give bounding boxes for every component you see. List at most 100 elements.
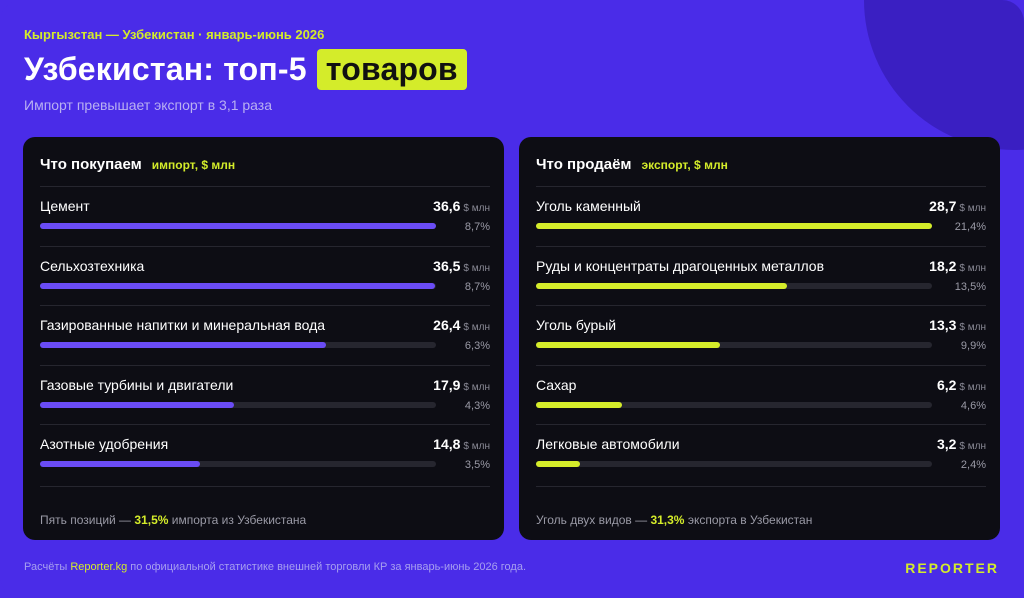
bar-value-group: 17,9 $ млн [433,377,490,393]
bar [40,282,435,289]
exports-row: Уголь каменный 28,7 $ млн 21,4% [536,187,986,246]
bar-unit-label: $ млн [463,441,490,452]
exports-row: Руды и концентраты драгоценных металлов 1… [536,247,986,306]
bar-track [536,342,932,348]
imports-row: Цемент 36,6 $ млн 8,7% [40,187,490,246]
imports-row-divider [40,245,490,247]
source-brand: Reporter.kg [70,561,128,573]
bar-value-label: 3,2 [936,436,957,452]
bar-track [536,282,932,289]
bar-value-group: 6,2 $ млн [937,377,986,393]
bar-track [40,282,436,289]
bar-track [40,461,436,467]
bar-share-label: 9,9% [960,340,986,352]
bar-value-group: 36,6 $ млн [433,198,490,214]
bar-value-label: 28,7 [929,198,957,214]
exports-row: Уголь бурый 13,3 $ млн 9,9% [536,306,986,365]
bar-value-label: 18,2 [929,257,957,274]
decorative-circle [864,0,1024,150]
bar-track [536,461,932,467]
bar-category-label: Руды и концентраты драгоценных металлов [536,257,825,274]
bar-unit-label: $ млн [959,203,986,214]
kicker: Кыргызстан — Узбекистан · январь-июнь 20… [24,27,325,42]
bar [536,401,622,408]
bar-category-label: Уголь каменный [536,198,641,214]
bar-share-label: 8,7% [464,280,490,293]
bar-value-label: 6,2 [936,376,957,393]
imports-subtitle: импорт, $ млн [151,158,236,172]
bar-unit-label: $ млн [959,381,986,393]
bar [536,342,720,348]
imports-row: Азотные удобрения 14,8 $ млн 3,5% [40,425,490,484]
bar-share-label: 8,7% [464,221,490,233]
imports-panel-header: Что покупаем импорт, $ млн [40,156,235,173]
bar-share-label: 6,3% [464,340,490,352]
bar-share-label: 2,4% [960,459,986,471]
imports-footer-highlight: 31,5% [134,513,169,527]
title-highlight: товаров [316,48,467,90]
imports-footer-tail: импорта из Узбекистана [168,513,307,527]
imports-footer-text: Пять позиций — [40,513,135,527]
bar-value-label: 17,9 [433,376,461,393]
bar [40,223,436,229]
imports-row-divider [40,186,490,187]
bar-track [536,401,932,408]
page-subtitle: Импорт превышает экспорт в 3,1 раза [24,97,273,113]
imports-footer: Пять позиций — 31,5% импорта из Узбекист… [40,513,306,527]
bar-unit-label: $ млн [959,441,986,452]
bar-unit-label: $ млн [463,203,490,214]
source-tail: по официальной статистике внешней торгов… [127,561,526,573]
bar-value-group: 36,5 $ млн [433,258,490,274]
exports-row-divider [536,245,986,247]
bar [40,342,326,348]
exports-title: Что продаём [536,156,632,173]
bar [40,461,201,467]
exports-row-divider [536,186,986,187]
bar-unit-label: $ млн [463,262,490,274]
bar-value-group: 26,4 $ млн [433,317,490,333]
bar-category-label: Газированные напитки и минеральная вода [40,317,326,333]
bar-category-label: Сельхозтехника [40,257,145,274]
bar-category-label: Легковые автомобили [536,436,680,452]
source-note: Расчёты Reporter.kg по официальной стати… [24,561,526,573]
bar-value-group: 3,2 $ млн [937,436,986,452]
bar-value-group: 13,3 $ млн [929,317,986,333]
bar-value-group: 18,2 $ млн [929,258,986,274]
bar-track [40,223,436,229]
reporter-logo: REPORTER [905,560,999,576]
bar-share-label: 21,4% [954,221,986,233]
bar-category-label: Сахар [536,376,577,393]
bar [40,401,234,408]
bar-track [40,401,436,408]
exports-footer-text: Уголь двух видов — [536,513,651,527]
exports-subtitle: экспорт, $ млн [641,158,728,172]
bar-value-label: 13,3 [929,317,957,333]
bar-value-label: 26,4 [433,317,461,333]
exports-panel: Что продаём экспорт, $ млн Уголь двух ви… [519,137,1000,540]
page-title: Узбекистан: топ-5 товаров [24,48,467,90]
exports-footer-highlight: 31,3% [650,513,685,527]
bar-value-label: 36,6 [433,198,461,214]
bar-share-label: 3,5% [464,459,490,471]
imports-row: Газовые турбины и двигатели 17,9 $ млн 4,3% [40,366,490,425]
bar-share-label: 13,5% [954,280,986,293]
bar-share-label: 4,3% [464,399,490,412]
bar-unit-label: $ млн [959,322,986,333]
bar [536,461,581,467]
source-text: Расчёты [24,561,71,573]
bar-value-label: 36,5 [433,257,461,274]
exports-row-divider [536,364,986,366]
bar [536,223,932,229]
bar-value-group: 28,7 $ млн [929,198,986,214]
imports-row-divider [40,424,490,425]
exports-panel-header: Что продаём экспорт, $ млн [536,156,728,173]
bar-category-label: Цемент [40,198,90,214]
bar-category-label: Уголь бурый [536,317,617,333]
bar-unit-label: $ млн [959,262,986,274]
bar-track [40,342,436,348]
title-main: Узбекистан: топ-5 [24,50,307,87]
imports-title: Что покупаем [40,156,142,173]
bar-unit-label: $ млн [463,381,490,393]
imports-row-divider [40,364,490,366]
exports-row: Легковые автомобили 3,2 $ млн 2,4% [536,425,986,484]
